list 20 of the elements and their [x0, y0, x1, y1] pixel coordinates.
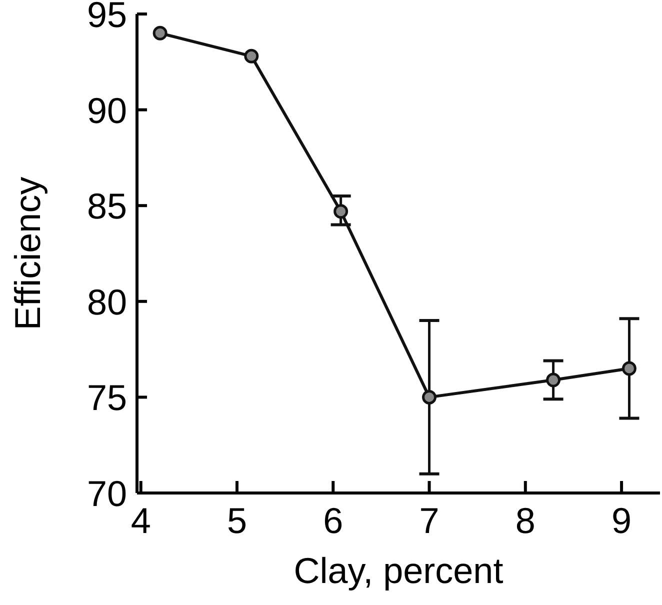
x-tick-label: 8: [515, 500, 536, 541]
point: [546, 372, 561, 388]
point: [622, 361, 636, 376]
y-axis-title: Efficiency: [7, 176, 48, 330]
y-tick-label: 95: [86, 0, 127, 35]
point: [422, 390, 437, 404]
point: [334, 204, 348, 219]
point: [244, 48, 259, 64]
x-tick-label: 9: [612, 500, 632, 541]
y-tick-label: 85: [86, 186, 127, 227]
y-tick-label: 90: [86, 90, 127, 131]
x-tick-label: 4: [130, 500, 151, 541]
point: [152, 26, 168, 40]
x-tick-label: 7: [419, 500, 440, 541]
x-axis-title: Clay, percent: [294, 550, 504, 591]
x-tick-label: 6: [323, 500, 344, 541]
x-tick-label: 5: [226, 500, 247, 541]
y-tick-label: 75: [86, 377, 127, 418]
y-tick-label: 70: [86, 472, 127, 514]
y-tick-label: 80: [86, 281, 127, 322]
